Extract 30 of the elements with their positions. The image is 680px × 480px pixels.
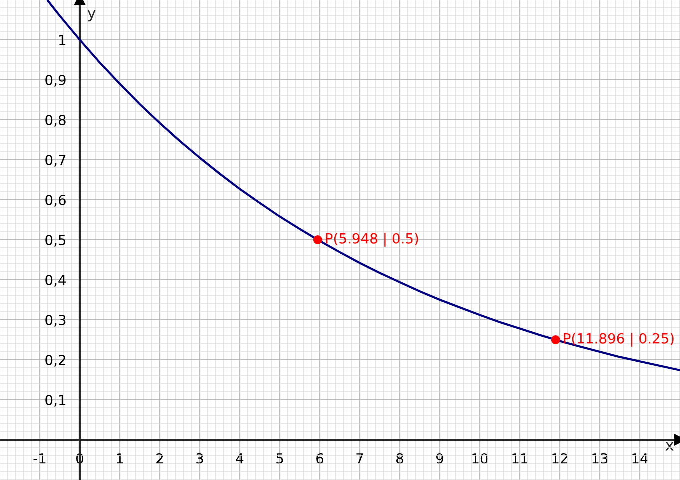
y-tick-label: 0,8 (46, 114, 66, 127)
y-axis-title: y (88, 10, 96, 22)
x-tick-label: 6 (316, 453, 324, 464)
line-series (46, 0, 680, 372)
x-axis-title: x (666, 442, 674, 451)
x-tick-label: 7 (356, 454, 364, 464)
y-tick-label: 0,2 (46, 354, 66, 367)
x-tick-label: 13 (592, 453, 608, 464)
x-tick-label: 14 (632, 454, 648, 464)
y-tick-label: 0,1 (46, 394, 66, 407)
y-tick-label: 0,3 (46, 314, 66, 327)
annotation: P(11.896 | 0.25) (564, 333, 674, 347)
x-tick-label: 4 (236, 454, 244, 464)
y-tick-label: 0,6 (46, 194, 66, 207)
x-tick-label: 8 (396, 453, 404, 464)
x-tick-label: -1 (34, 454, 46, 464)
x-tick-label: 1 (117, 454, 124, 464)
y-tick-label: 0,4 (46, 274, 66, 287)
y-tick-label: 0,9 (46, 74, 66, 87)
annotation: P(5.948 | 0.5) (326, 233, 418, 247)
x-tick-label: 9 (436, 453, 444, 464)
y-tick-label: 0,5 (46, 234, 66, 247)
x-tick-label: 5 (276, 454, 284, 464)
x-tick-label: 10 (472, 453, 488, 464)
x-tick-label: 2 (156, 453, 164, 464)
y-tick-label: 0,7 (46, 154, 66, 167)
y-tick-label: 1 (59, 35, 66, 46)
x-tick-label: 3 (196, 453, 204, 464)
x-tick-label: 12 (552, 453, 568, 464)
x-tick-label: 11 (512, 454, 528, 464)
